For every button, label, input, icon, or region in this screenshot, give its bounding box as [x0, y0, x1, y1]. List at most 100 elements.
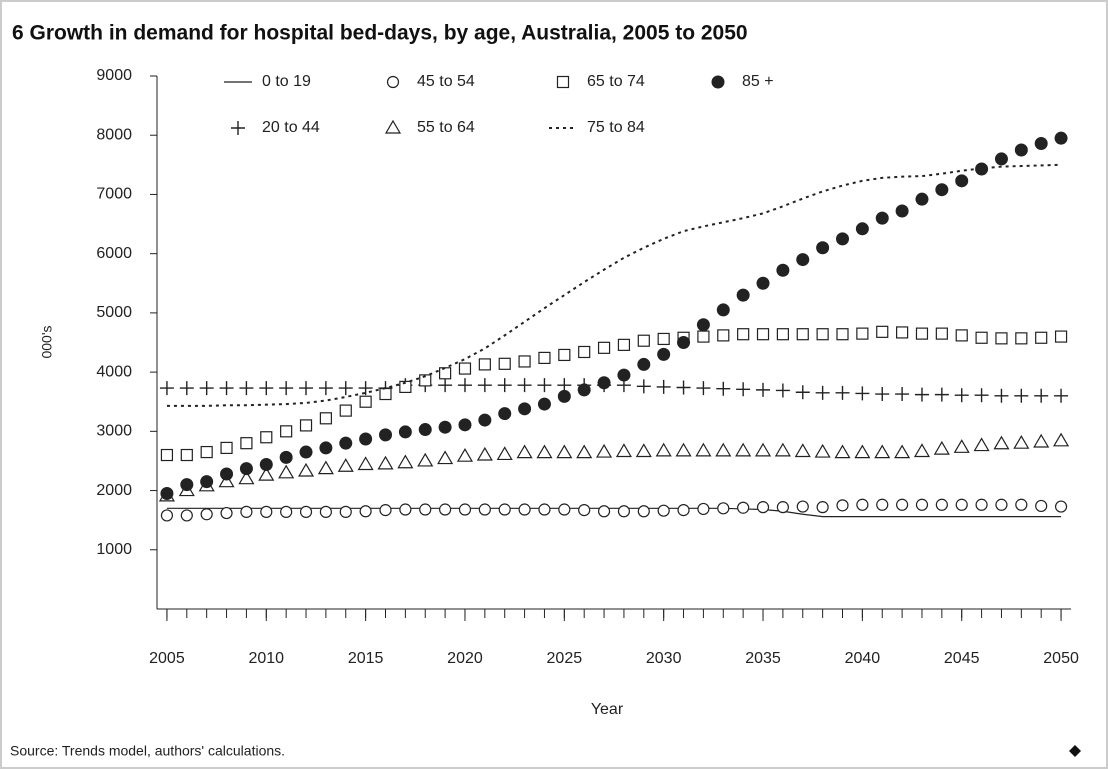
marker-disc [259, 457, 273, 471]
marker-plus [219, 381, 234, 396]
marker-square [419, 374, 432, 387]
marker-triangle [258, 466, 275, 481]
marker-triangle [576, 444, 593, 459]
marker-circle [637, 505, 650, 518]
marker-circle [578, 503, 591, 517]
y-tick-label: 2000 [96, 482, 132, 499]
marker-circle [836, 499, 849, 512]
marker-circle [160, 509, 174, 522]
marker-circle [995, 498, 1008, 511]
marker-square [637, 334, 650, 347]
marker-square [260, 431, 273, 444]
marker-plus [994, 388, 1009, 403]
marker-plus [338, 381, 353, 396]
x-axis-label: Year [591, 701, 624, 718]
marker-disc [1014, 143, 1028, 157]
marker-triangle [384, 119, 402, 134]
marker-square [896, 326, 909, 339]
x-tick-label: 2005 [149, 650, 185, 667]
marker-triangle [516, 444, 533, 459]
marker-triangle [675, 442, 692, 457]
legend-label: 20 to 44 [262, 119, 320, 136]
marker-plus [795, 385, 810, 400]
series-markers [160, 131, 1068, 501]
marker-disc [379, 428, 392, 442]
marker-square [200, 445, 213, 459]
marker-square [339, 404, 352, 417]
marker-circle [359, 505, 372, 518]
marker-plus [636, 379, 651, 394]
marker-circle [677, 503, 690, 517]
marker-disc [776, 263, 790, 277]
marker-square [1035, 331, 1048, 344]
marker-triangle [894, 444, 911, 459]
marker-triangle [238, 470, 255, 485]
marker-triangle [655, 442, 672, 457]
marker-square [756, 328, 770, 341]
marker-triangle [933, 440, 950, 455]
marker-plus [855, 386, 870, 401]
marker-square [836, 328, 849, 341]
marker-triangle [953, 439, 970, 453]
marker-disc [438, 420, 452, 434]
marker-disc [359, 432, 373, 446]
marker-plus [477, 378, 492, 393]
marker-plus [974, 388, 989, 403]
marker-plus [815, 385, 830, 400]
legend-label: 0 to 19 [262, 73, 311, 90]
marker-disc [418, 423, 432, 437]
marker-square [556, 75, 570, 89]
x-tick-label: 2010 [248, 650, 284, 667]
marker-disc [597, 376, 611, 390]
series-line [166, 507, 1062, 518]
marker-circle [756, 501, 770, 514]
marker-square [975, 331, 988, 344]
x-tick-label: 2015 [348, 650, 384, 667]
marker-triangle [278, 464, 295, 479]
marker-square [518, 355, 531, 368]
marker-disc [736, 288, 750, 302]
marker-square [856, 327, 869, 340]
marker-plus [1014, 388, 1029, 403]
marker-triangle [476, 446, 493, 461]
marker-square [160, 448, 174, 462]
marker-disc [994, 152, 1008, 166]
marker-circle [280, 505, 293, 518]
marker-plus [875, 387, 890, 402]
marker-circle [796, 500, 809, 513]
marker-circle [1054, 500, 1068, 513]
marker-triangle [357, 456, 374, 471]
marker-disc [816, 241, 830, 255]
marker-triangle [456, 448, 474, 462]
marker-circle [240, 505, 253, 518]
marker-square [299, 419, 313, 432]
marker-square [776, 328, 789, 341]
marker-circle [935, 498, 948, 511]
marker-plus [358, 381, 373, 396]
marker-square [319, 412, 332, 425]
marker-square [737, 328, 750, 341]
marker-triangle [417, 452, 434, 467]
marker-plus [656, 379, 671, 394]
marker-plus [756, 382, 771, 397]
marker-square [717, 329, 730, 342]
marker-circle [200, 508, 213, 521]
marker-disc [756, 276, 770, 290]
marker-triangle [874, 444, 891, 459]
marker-circle [260, 505, 273, 518]
marker-plus [736, 382, 751, 397]
legend-label: 45 to 54 [417, 73, 475, 90]
marker-plus [914, 387, 929, 402]
marker-circle [319, 505, 332, 518]
marker-triangle [397, 454, 414, 469]
marker-disc [716, 303, 730, 317]
marker-circle [386, 75, 400, 89]
source-note: Source: Trends model, authors' calculati… [10, 743, 285, 759]
marker-triangle [218, 473, 235, 488]
marker-circle [697, 502, 710, 516]
marker-disc [398, 425, 412, 439]
marker-circle [1035, 499, 1048, 513]
marker-plus [179, 381, 194, 396]
y-tick-label: 3000 [96, 423, 132, 440]
